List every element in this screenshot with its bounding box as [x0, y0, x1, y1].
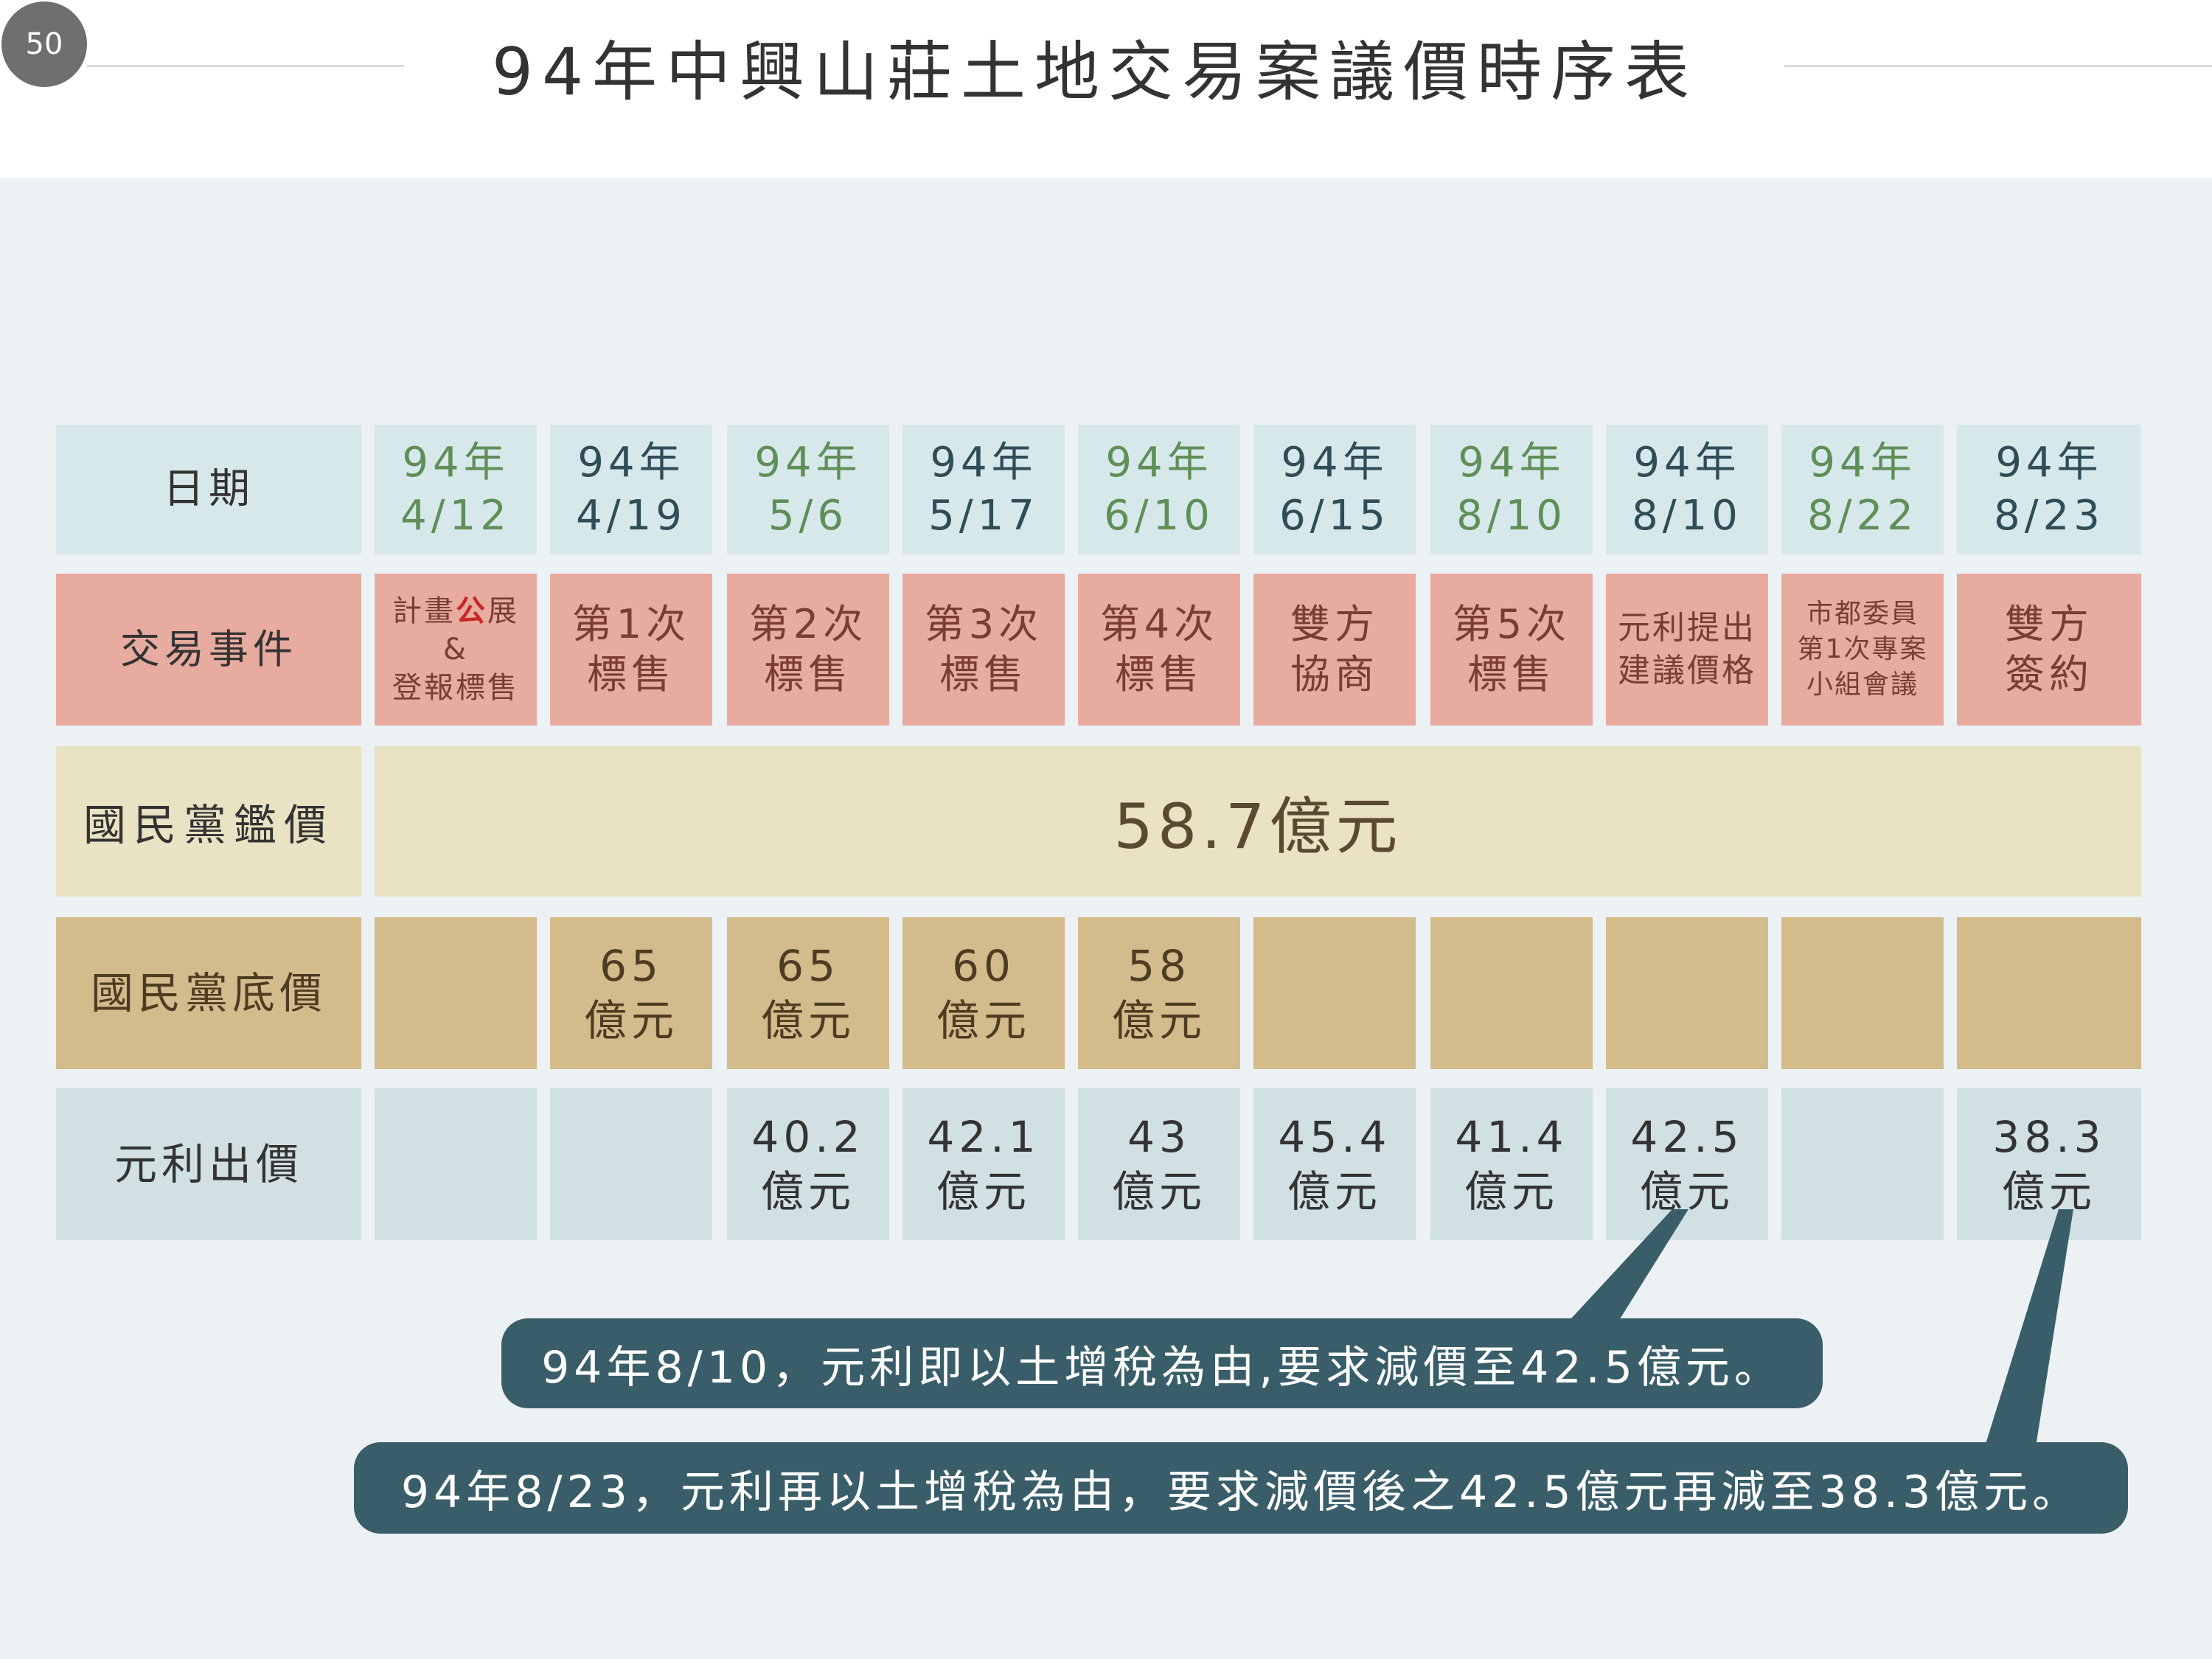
offer-cell [375, 1088, 537, 1240]
date-cell: 94年 8/23 [1957, 425, 2141, 554]
floor-price-cell [1781, 917, 1944, 1069]
date-cell: 94年 8/10 [1606, 425, 1768, 554]
row-label-event: 交易事件 [56, 574, 361, 726]
highlighted-character: 公 [456, 594, 487, 628]
offer-cell: 45.4 億元 [1253, 1088, 1416, 1240]
floor-price-cell [1253, 917, 1416, 1069]
event-cell: 第1次 標售 [550, 574, 712, 726]
slide-number-badge: 50 [1, 1, 87, 87]
title-rule-left [87, 65, 404, 67]
header: 50 94年中興山莊土地交易案議價時序表 [0, 0, 2212, 178]
event-cell: 第2次 標售 [727, 574, 889, 726]
event-cell: 市都委員 第1次專案 小組會議 [1781, 574, 1944, 726]
page-title: 94年中興山莊土地交易案議價時序表 [492, 34, 1698, 110]
event-cell: 元利提出 建議價格 [1606, 574, 1768, 726]
offer-cell [1781, 1088, 1944, 1240]
callout-box-2: 94年8/23，元利再以土增稅為由，要求減價後之42.5億元再減至38.3億元。 [354, 1442, 2128, 1534]
callout-pointer-1 [1563, 1209, 1688, 1327]
event-cell: 第5次 標售 [1430, 574, 1593, 726]
date-cell: 94年 4/12 [375, 425, 537, 554]
floor-price-cell: 58 億元 [1078, 917, 1240, 1069]
offer-cell: 42.5 億元 [1606, 1088, 1768, 1240]
row-label-appraisal: 國民黨鑑價 [56, 746, 361, 897]
event-cell: 第3次 標售 [902, 574, 1065, 726]
event-cell-first: 計畫公展 & 登報標售 [375, 574, 537, 726]
event-cell: 雙方 協商 [1253, 574, 1416, 726]
floor-price-cell [375, 917, 537, 1069]
offer-cell: 38.3 億元 [1957, 1088, 2141, 1240]
callout-text-2: 94年8/23，元利再以土增稅為由，要求減價後之42.5億元再減至38.3億元。 [400, 1466, 2081, 1518]
floor-price-cell [1430, 917, 1593, 1069]
offer-cell: 43 億元 [1078, 1088, 1240, 1240]
title-rule-right [1784, 65, 2212, 67]
date-cell: 94年 6/15 [1253, 425, 1416, 554]
date-cell: 94年 5/17 [902, 425, 1065, 554]
offer-cell [550, 1088, 712, 1240]
event-cell: 第4次 標售 [1078, 574, 1240, 726]
floor-price-cell: 65 億元 [727, 917, 889, 1069]
event-text-first: 計畫公展 & 登報標售 [392, 594, 519, 705]
event-cell: 雙方 簽約 [1957, 574, 2141, 726]
offer-cell: 41.4 億元 [1430, 1088, 1593, 1240]
callout-pointer-2 [1983, 1209, 2073, 1451]
date-cell: 94年 5/6 [727, 425, 889, 554]
floor-price-cell: 65 億元 [550, 917, 712, 1069]
callout-box-1: 94年8/10，元利即以土增稅為由,要求減價至42.5億元。 [501, 1318, 1823, 1408]
date-cell: 94年 6/10 [1078, 425, 1240, 554]
date-cell: 94年 8/22 [1781, 425, 1944, 554]
appraisal-value: 58.7億元 [1113, 790, 1402, 863]
row-label-date: 日期 [56, 425, 361, 554]
offer-cell: 40.2 億元 [727, 1088, 889, 1240]
row-label-floor-price: 國民黨底價 [56, 917, 361, 1069]
date-cell: 94年 4/19 [550, 425, 712, 554]
row-label-offer: 元利出價 [56, 1088, 361, 1240]
appraisal-bar: 58.7億元 [375, 746, 2141, 897]
floor-price-cell [1606, 917, 1768, 1069]
offer-cell: 42.1 億元 [902, 1088, 1065, 1240]
date-cell: 94年 8/10 [1430, 425, 1593, 554]
callout-text-1: 94年8/10，元利即以土增稅為由,要求減價至42.5億元。 [541, 1341, 1783, 1394]
floor-price-cell: 60 億元 [902, 917, 1065, 1069]
floor-price-cell [1957, 917, 2141, 1069]
